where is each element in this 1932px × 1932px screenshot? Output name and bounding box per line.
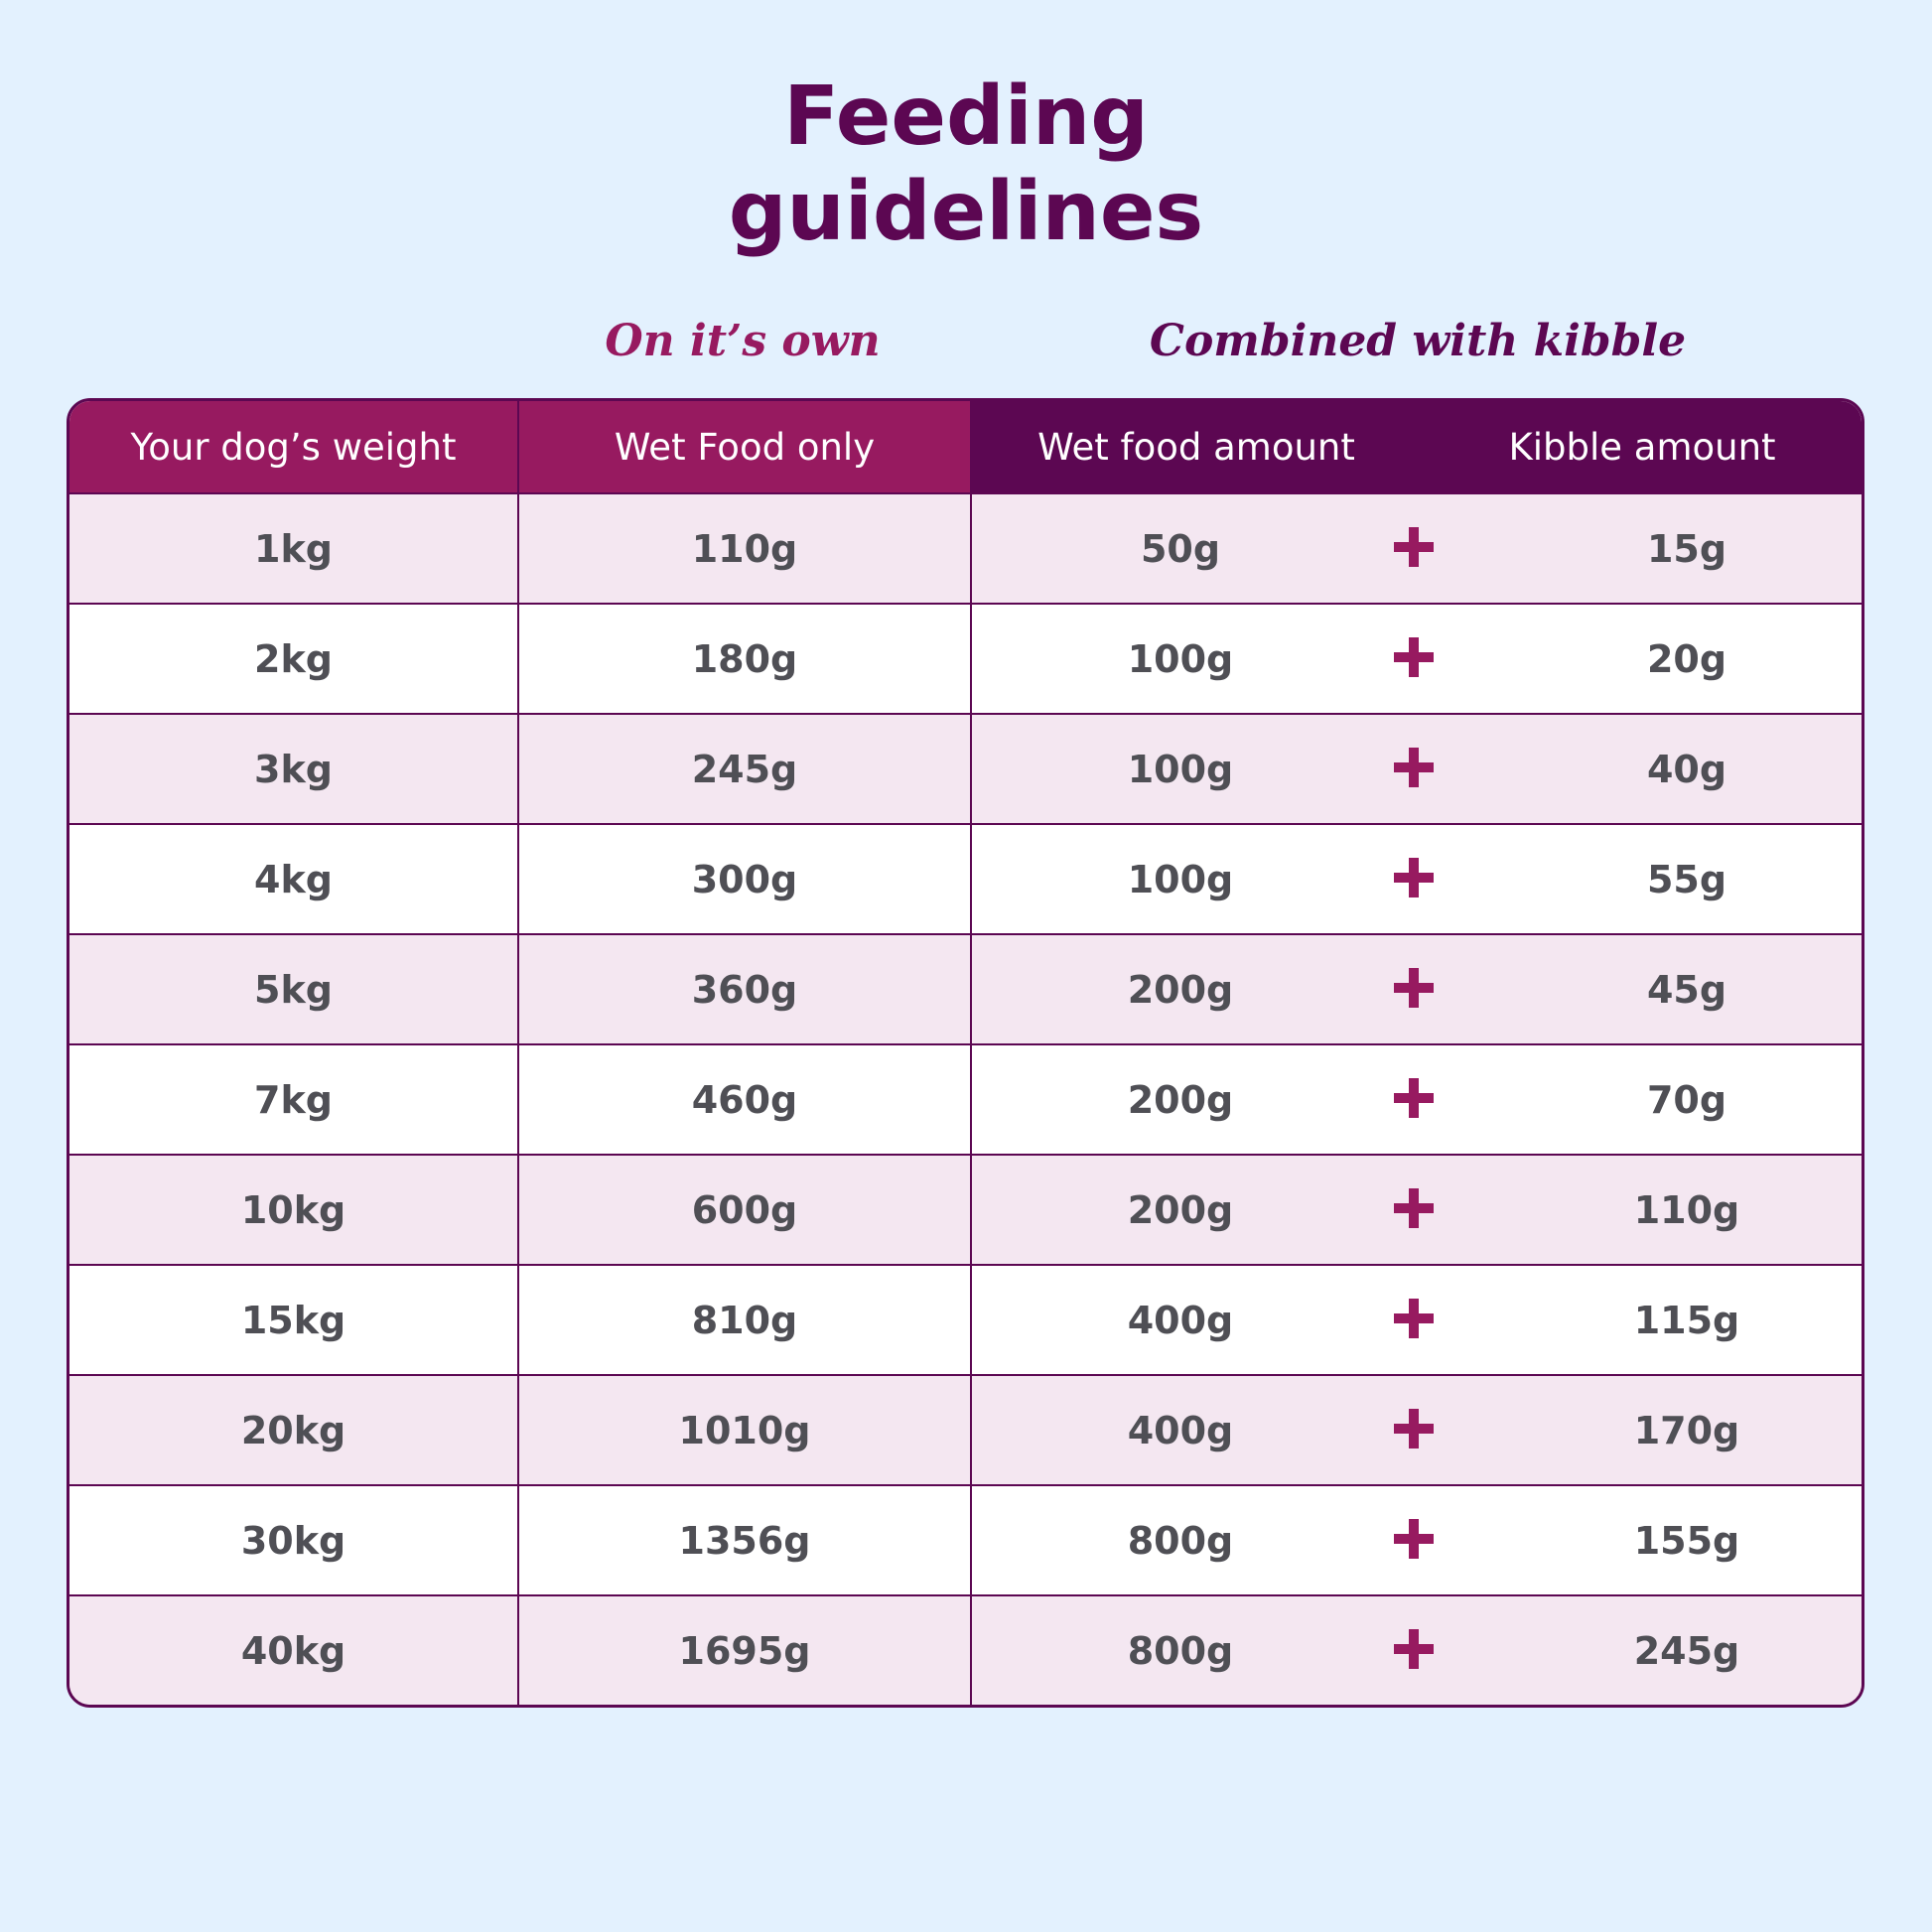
cell-combined: 200g 45g [972,935,1862,1043]
cell-weight: 10kg [69,1156,519,1264]
plus-icon [1394,1298,1434,1338]
cell-kibble-amount: 170g [1633,1408,1740,1452]
cell-wet-food-amount: 50g [1140,526,1221,571]
plus-icon [1394,636,1434,677]
cell-kibble-amount: 70g [1646,1077,1727,1122]
cell-kibble-amount: 115g [1633,1298,1740,1342]
cell-kibble-amount: 15g [1646,526,1727,571]
cell-kibble-amount: 110g [1633,1187,1740,1232]
table-header: Your dog’s weight Wet Food only Wet food… [69,401,1862,492]
title-line-2: guidelines [728,165,1204,259]
table-row: 7kg 460g 200g 70g [69,1043,1862,1154]
cell-wet-food-only: 460g [519,1045,972,1154]
plus-icon [1394,526,1434,567]
cell-wet-food-amount: 200g [1127,1077,1234,1122]
header-wet-food-only: Wet Food only [519,401,970,492]
plus-icon [1394,1077,1434,1118]
table-row: 5kg 360g 200g 45g [69,933,1862,1043]
cell-wet-food-only: 110g [519,494,972,603]
cell-kibble-amount: 245g [1633,1628,1740,1673]
cell-combined: 400g 170g [972,1376,1862,1484]
header-weight: Your dog’s weight [69,401,519,492]
cell-wet-food-amount: 400g [1127,1298,1234,1342]
cell-combined: 100g 20g [972,605,1862,713]
table-row: 10kg 600g 200g 110g [69,1154,1862,1264]
cell-weight: 30kg [69,1486,519,1594]
cell-combined: 200g 70g [972,1045,1862,1154]
table-row: 15kg 810g 400g 115g [69,1264,1862,1374]
feeding-table: Your dog’s weight Wet Food only Wet food… [67,398,1864,1708]
cell-wet-food-amount: 200g [1127,967,1234,1012]
plus-icon [1394,1628,1434,1669]
table-row: 30kg 1356g 800g 155g [69,1484,1862,1594]
cell-wet-food-only: 1695g [519,1596,972,1705]
cell-combined: 800g 245g [972,1596,1862,1705]
cell-weight: 4kg [69,825,519,933]
header-wet-food-amount: Wet food amount [970,401,1423,492]
table-row: 1kg 110g 50g 15g [69,492,1862,603]
table-row: 2kg 180g 100g 20g [69,603,1862,713]
section-label-combined: Combined with kibble [1149,316,1687,366]
plus-icon [1394,1408,1434,1449]
cell-wet-food-amount: 800g [1127,1518,1234,1563]
cell-combined: 800g 155g [972,1486,1862,1594]
cell-wet-food-only: 360g [519,935,972,1043]
cell-weight: 5kg [69,935,519,1043]
cell-weight: 7kg [69,1045,519,1154]
section-label-own: On it’s own [605,316,881,366]
cell-wet-food-only: 180g [519,605,972,713]
table-body: 1kg 110g 50g 15g 2kg 180g 100g 20g 3kg 245g 100g 40… [69,492,1862,1705]
cell-weight: 20kg [69,1376,519,1484]
cell-wet-food-amount: 800g [1127,1628,1234,1673]
cell-weight: 15kg [69,1266,519,1374]
cell-kibble-amount: 20g [1646,636,1727,681]
cell-wet-food-amount: 100g [1127,747,1234,791]
plus-icon [1394,1518,1434,1559]
cell-wet-food-only: 300g [519,825,972,933]
table-row: 20kg 1010g 400g 170g [69,1374,1862,1484]
table-row: 4kg 300g 100g 55g [69,823,1862,933]
cell-wet-food-amount: 100g [1127,636,1234,681]
cell-combined: 400g 115g [972,1266,1862,1374]
cell-weight: 1kg [69,494,519,603]
plus-icon [1394,967,1434,1008]
title-line-1: Feeding [783,69,1149,164]
cell-wet-food-only: 810g [519,1266,972,1374]
cell-weight: 40kg [69,1596,519,1705]
cell-combined: 100g 40g [972,715,1862,823]
cell-kibble-amount: 45g [1646,967,1727,1012]
cell-combined: 200g 110g [972,1156,1862,1264]
cell-wet-food-only: 245g [519,715,972,823]
plus-icon [1394,857,1434,897]
cell-wet-food-amount: 400g [1127,1408,1234,1452]
table-row: 3kg 245g 100g 40g [69,713,1862,823]
cell-wet-food-amount: 200g [1127,1187,1234,1232]
header-kibble-amount: Kibble amount [1423,401,1862,492]
cell-kibble-amount: 155g [1633,1518,1740,1563]
page-title: Feeding guidelines [0,69,1932,260]
table-row: 40kg 1695g 800g 245g [69,1594,1862,1705]
cell-combined: 50g 15g [972,494,1862,603]
plus-icon [1394,1187,1434,1228]
cell-wet-food-only: 600g [519,1156,972,1264]
cell-weight: 2kg [69,605,519,713]
cell-weight: 3kg [69,715,519,823]
cell-wet-food-only: 1356g [519,1486,972,1594]
cell-kibble-amount: 55g [1646,857,1727,901]
cell-wet-food-amount: 100g [1127,857,1234,901]
cell-kibble-amount: 40g [1646,747,1727,791]
cell-combined: 100g 55g [972,825,1862,933]
plus-icon [1394,747,1434,787]
cell-wet-food-only: 1010g [519,1376,972,1484]
